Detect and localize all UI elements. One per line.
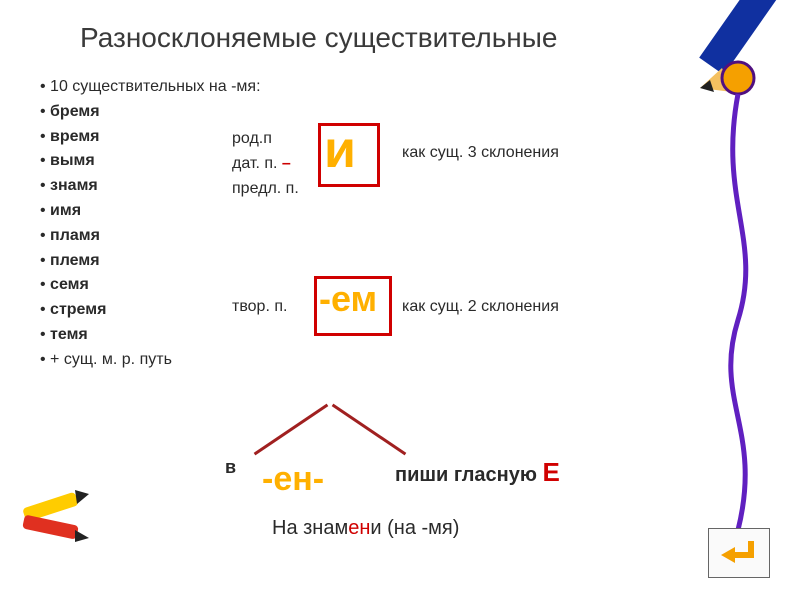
list-extra: + сущ. м. р. путь [40,348,261,373]
thread-icon [708,60,768,560]
case-label: род.п [232,127,299,152]
case-label: дат. п. – [232,152,299,177]
declension-note-1: как сущ. 3 склонения [402,144,559,162]
declension-note-2: как сущ. 2 склонения [402,298,559,316]
list-item: имя [40,199,261,224]
crayons-icon [15,480,105,550]
list-item: племя [40,249,261,274]
suffix-roof-icon [250,398,410,453]
list-item: вымя [40,149,261,174]
list-intro: 10 существительных на -мя: [40,75,261,100]
suffix-rule-text: пиши гласную Е [395,457,560,488]
list-item: пламя [40,224,261,249]
cases-block-1: род.п дат. п. – предл. п. [232,127,299,201]
return-button[interactable] [708,528,770,578]
prefix-v: в [225,457,236,478]
example-text: На знамени (на -мя) [272,517,459,540]
list-item: семя [40,273,261,298]
list-item: бремя [40,100,261,125]
slide-title: Разносклоняемые существительные [80,22,557,54]
ending-em: -ем [319,278,377,320]
return-arrow-icon [709,529,769,577]
ending-i: и [324,120,356,180]
cases-block-2: твор. п. [232,298,287,316]
case-label: предл. п. [232,177,299,202]
suffix-en: -ен- [262,460,324,499]
list-item: темя [40,323,261,348]
word-list: 10 существительных на -мя: бремя время в… [40,75,261,373]
list-item: стремя [40,298,261,323]
list-item: знамя [40,174,261,199]
list-item: время [40,125,261,150]
